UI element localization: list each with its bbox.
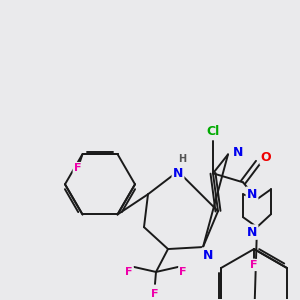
Text: N: N [247, 226, 257, 238]
Text: N: N [233, 146, 243, 159]
Text: F: F [125, 267, 133, 277]
Text: F: F [179, 267, 187, 277]
Text: Cl: Cl [206, 125, 220, 138]
Text: N: N [247, 188, 257, 201]
Text: F: F [151, 289, 159, 299]
Text: H: H [178, 154, 186, 164]
Text: F: F [74, 163, 81, 173]
Text: N: N [173, 167, 183, 180]
Text: F: F [250, 260, 258, 270]
Text: N: N [203, 248, 213, 262]
Text: O: O [261, 151, 271, 164]
